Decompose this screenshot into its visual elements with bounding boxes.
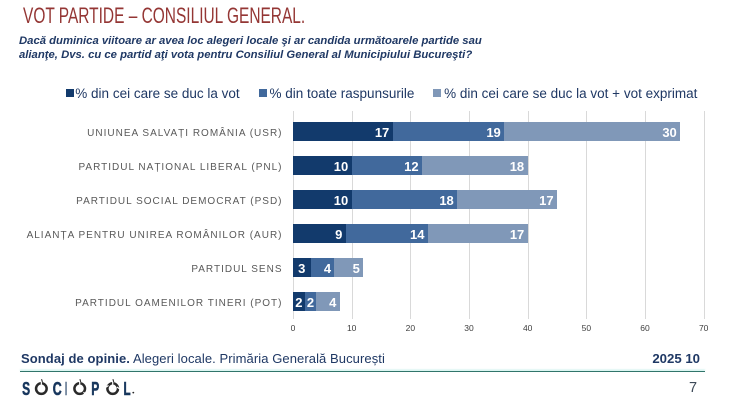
- svg-text:C: C: [53, 378, 63, 399]
- svg-text:L: L: [124, 378, 132, 399]
- svg-text:I: I: [65, 378, 68, 399]
- svg-text:P: P: [91, 378, 100, 399]
- svg-text:S: S: [22, 378, 31, 399]
